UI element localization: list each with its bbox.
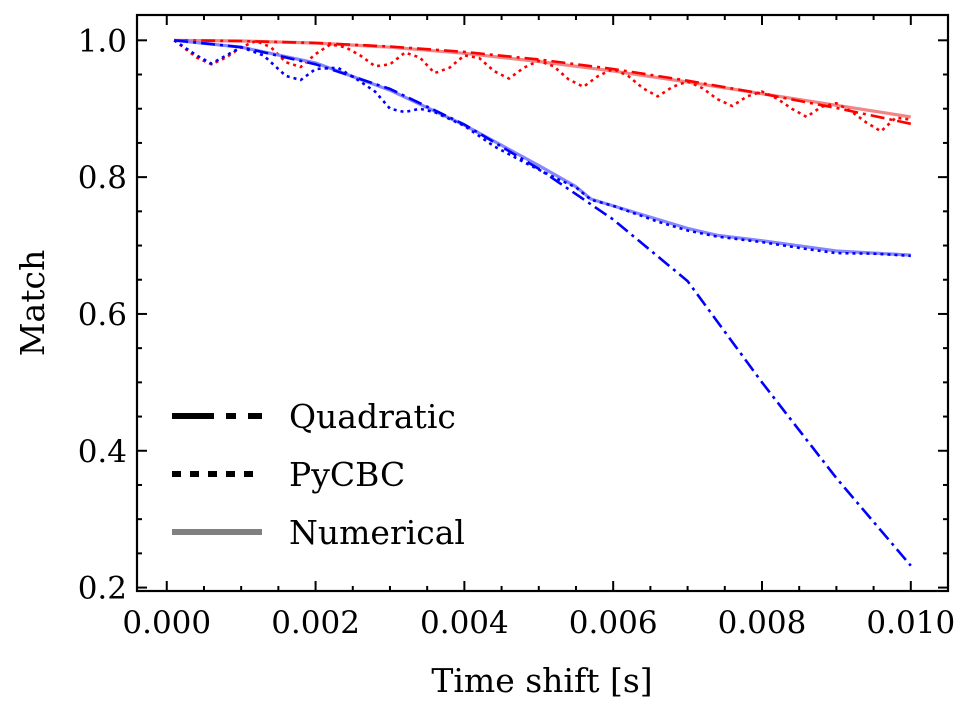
series-line-5 <box>173 39 911 258</box>
x-axis-label: Time shift [s] <box>431 661 652 700</box>
y-tick-label: 0.8 <box>78 160 127 196</box>
legend-label: Numerical <box>289 513 465 552</box>
series-line-4 <box>174 39 912 567</box>
x-tick-label: 0.008 <box>718 605 807 641</box>
series-line-1 <box>174 39 912 126</box>
y-tick-labels: 0.2 0.4 0.6 0.8 1.0 <box>78 23 127 606</box>
legend-label: PyCBC <box>289 455 405 494</box>
x-tick-label: 0.002 <box>271 605 360 641</box>
x-tick-label: 0.000 <box>122 605 211 641</box>
x-tick-labels: 0.000 0.002 0.004 0.006 0.008 0.010 <box>122 605 955 641</box>
x-tick-label: 0.004 <box>420 605 509 641</box>
plot-frame <box>135 13 950 593</box>
x-tick-label: 0.010 <box>866 605 955 641</box>
y-tick-label: 0.4 <box>78 434 127 470</box>
legend-label: Quadratic <box>289 397 456 436</box>
x-tick-label: 0.006 <box>569 605 658 641</box>
series-line-2 <box>173 39 911 133</box>
series-line-0 <box>174 38 912 119</box>
y-tick-label: 1.0 <box>78 23 127 59</box>
y-tick-label: 0.2 <box>78 571 127 607</box>
legend: Quadratic PyCBC Numerical <box>172 397 465 552</box>
series-line-3 <box>174 38 911 257</box>
tick-marks <box>137 15 948 591</box>
y-axis-label: Match <box>13 250 52 356</box>
y-tick-label: 0.6 <box>78 297 127 333</box>
plot-series <box>173 38 912 567</box>
